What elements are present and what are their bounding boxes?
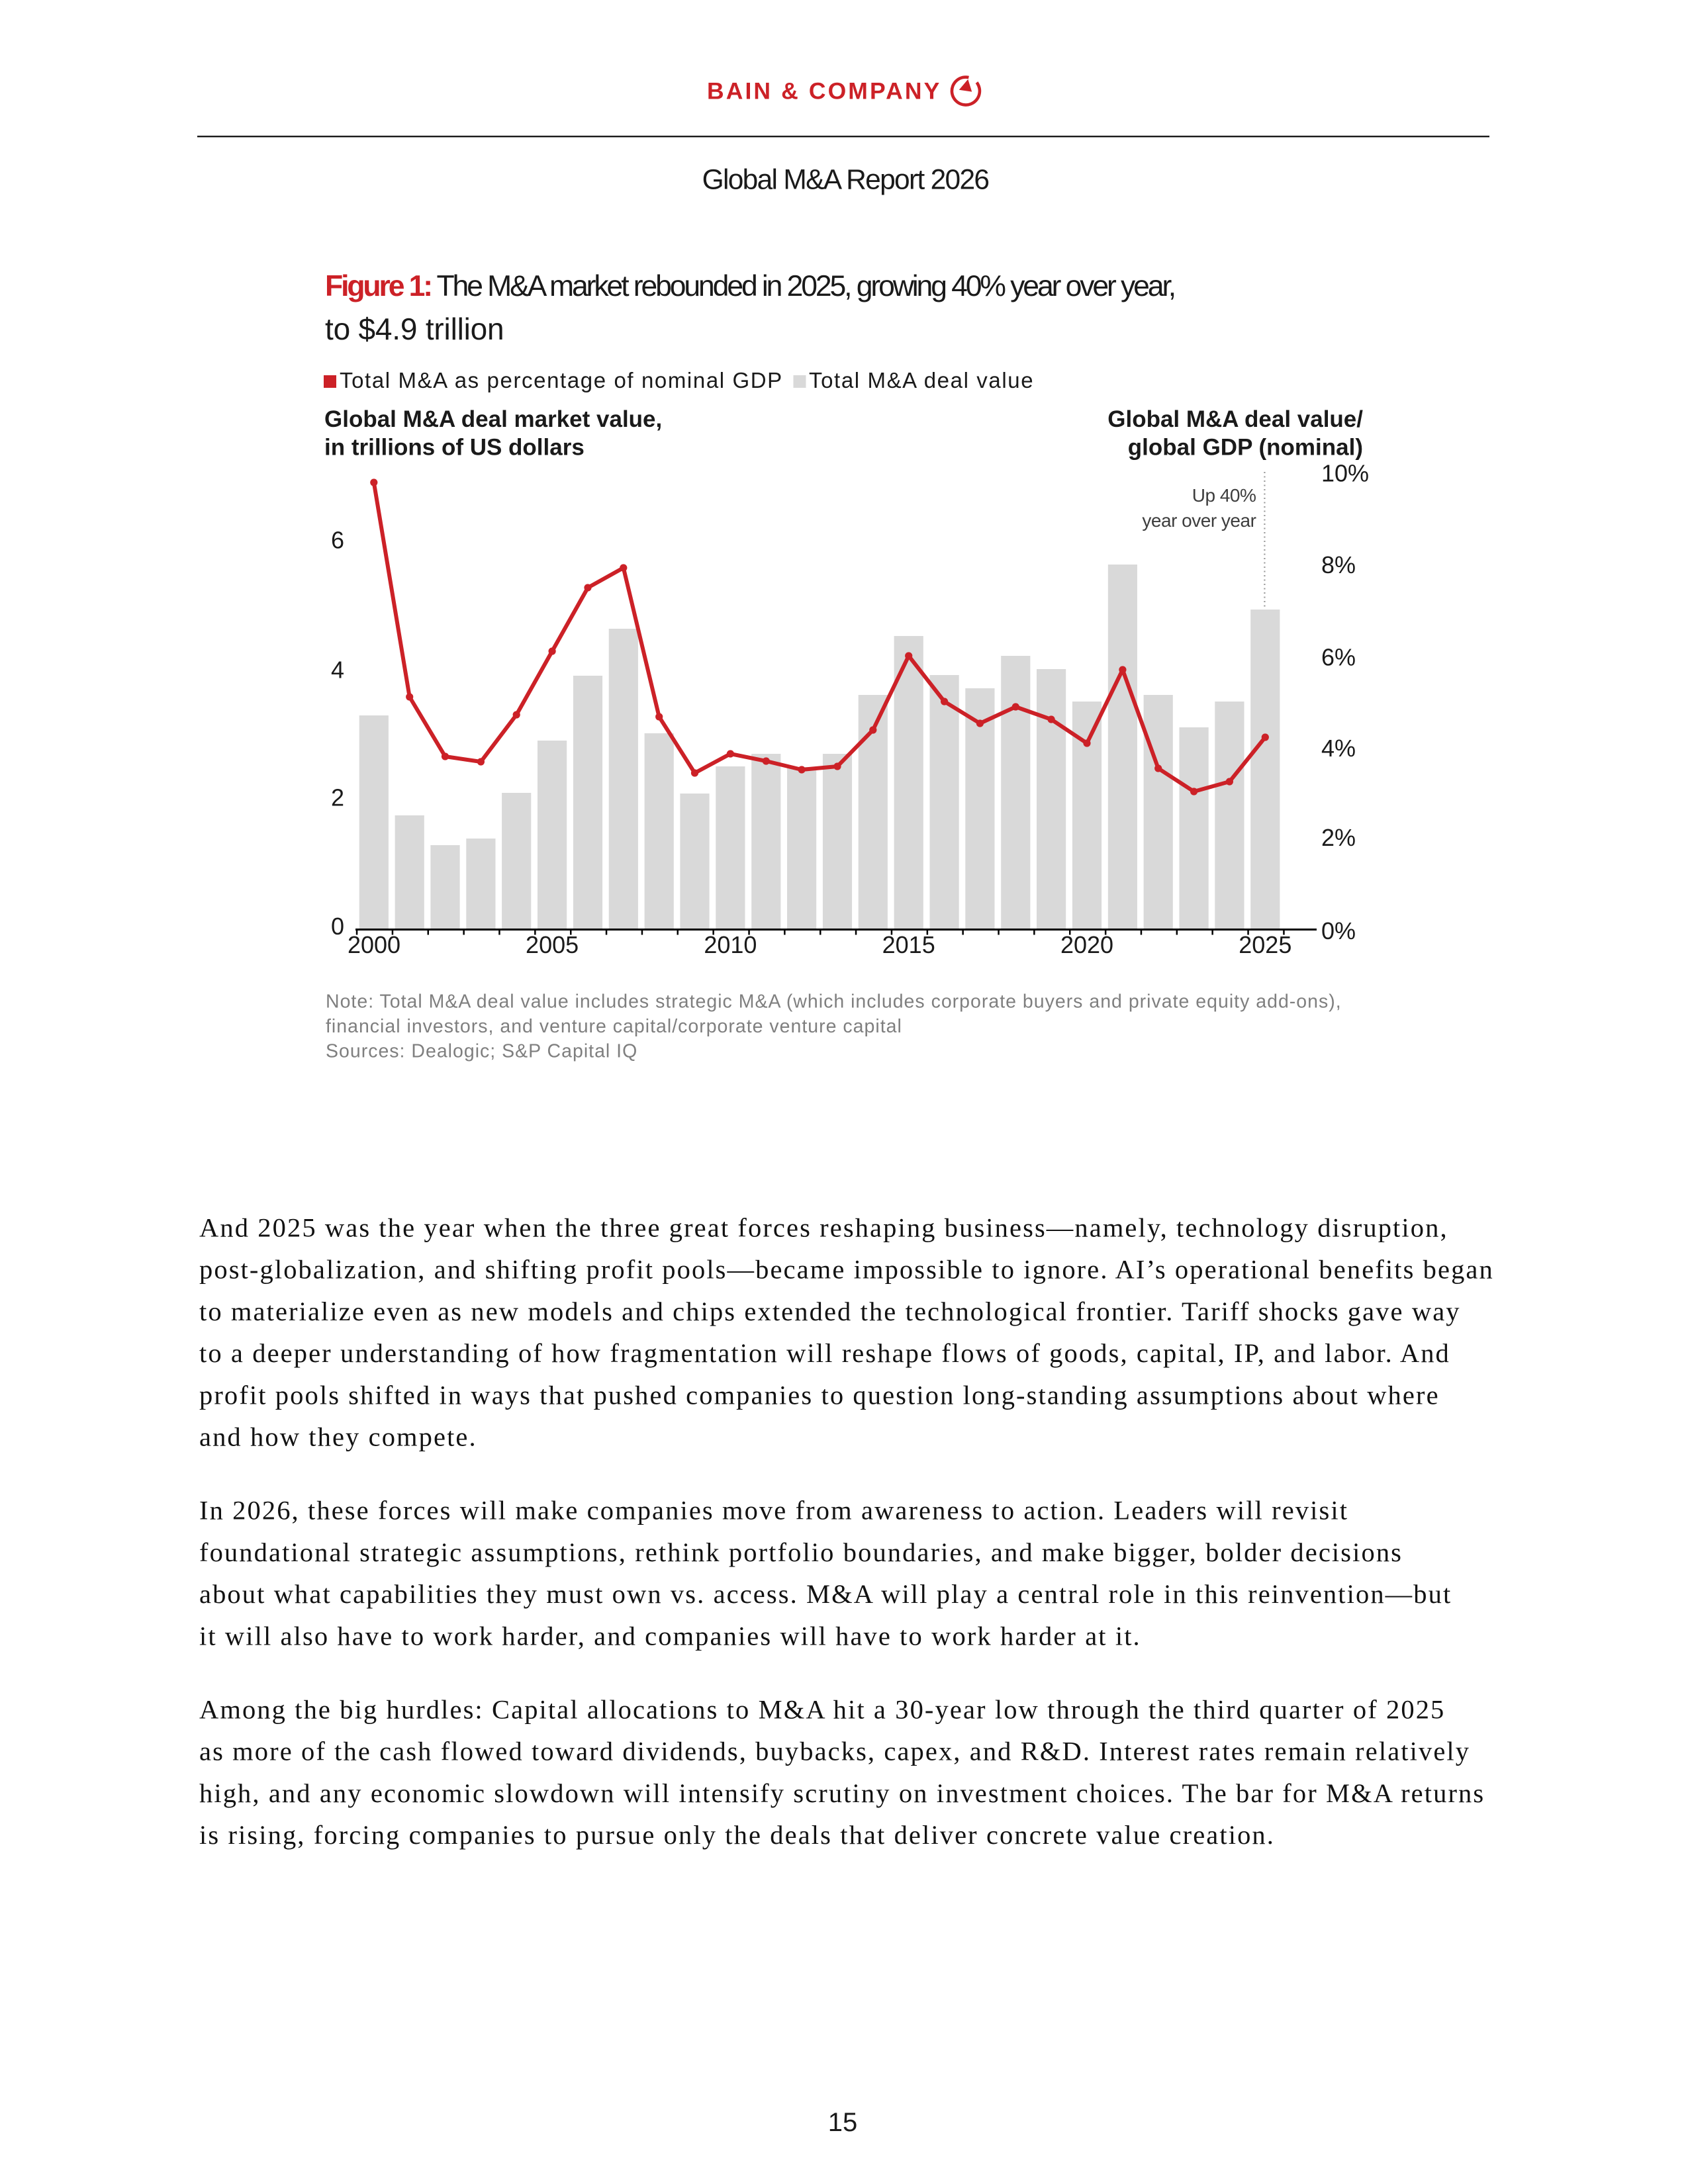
svg-text:2020: 2020 — [1060, 931, 1113, 958]
svg-text:foundational strategic assumpt: foundational strategic assumptions, reth… — [199, 1537, 1403, 1567]
svg-text:profit pools shifted in ways t: profit pools shifted in ways that pushed… — [199, 1380, 1440, 1410]
svg-text:about what capabilities they m: about what capabilities they must own vs… — [199, 1579, 1452, 1609]
svg-text:Global M&A deal market value,: Global M&A deal market value, — [324, 406, 662, 432]
svg-text:6%: 6% — [1321, 644, 1356, 671]
svg-text:BAIN & COMPANY: BAIN & COMPANY — [707, 78, 941, 105]
svg-text:2010: 2010 — [704, 931, 757, 958]
svg-text:high, and any economic slowdow: high, and any economic slowdown will int… — [199, 1778, 1485, 1808]
svg-text:Note: Total M&A deal value inc: Note: Total M&A deal value includes stra… — [326, 991, 1342, 1013]
svg-text:0: 0 — [331, 913, 344, 940]
svg-text:and how they compete.: and how they compete. — [199, 1422, 477, 1452]
svg-text:in trillions of US dollars: in trillions of US dollars — [324, 434, 585, 460]
svg-text:it will also have to work hard: it will also have to work harder, and co… — [199, 1621, 1141, 1651]
svg-text:2025: 2025 — [1239, 931, 1291, 958]
svg-text:In 2026, these forces will mak: In 2026, these forces will make companie… — [199, 1496, 1348, 1525]
svg-text:0%: 0% — [1321, 917, 1356, 944]
svg-text:Up 40%: Up 40% — [1192, 485, 1256, 506]
svg-text:financial investors, and ventu: financial investors, and venture capital… — [326, 1016, 902, 1037]
svg-text:Total M&A as percentage of nom: Total M&A as percentage of nominal GDP — [340, 368, 783, 392]
svg-text:2000: 2000 — [348, 931, 400, 958]
svg-text:global GDP (nominal): global GDP (nominal) — [1128, 434, 1363, 460]
svg-text:is rising, forcing companies t: is rising, forcing companies to pursue o… — [199, 1820, 1275, 1850]
svg-text:10%: 10% — [1321, 460, 1369, 487]
svg-text:to materialize even as new mod: to materialize even as new models and ch… — [199, 1297, 1461, 1326]
svg-text:post-globalization, and shifti: post-globalization, and shifting profit … — [199, 1255, 1494, 1285]
svg-text:2015: 2015 — [882, 931, 935, 958]
svg-text:2005: 2005 — [526, 931, 579, 958]
svg-text:And 2025 was the year when the: And 2025 was the year when the three gre… — [199, 1213, 1448, 1243]
svg-text:6: 6 — [331, 526, 344, 553]
svg-text:to a deeper understanding of h: to a deeper understanding of how fragmen… — [199, 1338, 1450, 1368]
svg-text:year over year: year over year — [1142, 510, 1256, 531]
svg-text:8%: 8% — [1321, 551, 1356, 578]
svg-text:2%: 2% — [1321, 824, 1356, 851]
svg-text:4%: 4% — [1321, 735, 1356, 762]
svg-text:to $4.9 trillion: to $4.9 trillion — [325, 312, 504, 346]
svg-text:Among the big hurdles: Capital: Among the big hurdles: Capital allocatio… — [199, 1695, 1445, 1725]
svg-text:Global M&A deal value/: Global M&A deal value/ — [1107, 406, 1363, 432]
svg-text:15: 15 — [828, 2108, 858, 2137]
svg-text:as more of the cash flowed tow: as more of the cash flowed toward divide… — [199, 1737, 1470, 1766]
svg-text:Global M&A Report 2026: Global M&A Report 2026 — [702, 164, 989, 195]
svg-text:Total M&A deal value: Total M&A deal value — [809, 368, 1034, 392]
svg-text:2: 2 — [331, 784, 344, 811]
svg-text:Figure 1: The M&A market rebou: Figure 1: The M&A market rebounded in 20… — [325, 270, 1174, 302]
svg-text:Sources: Dealogic; S&P Capital: Sources: Dealogic; S&P Capital IQ — [326, 1041, 637, 1062]
svg-text:4: 4 — [331, 657, 344, 684]
